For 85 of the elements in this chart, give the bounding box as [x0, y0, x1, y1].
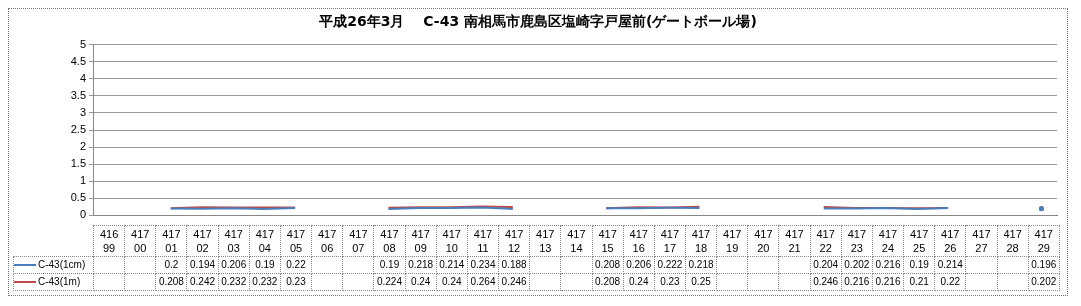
chart-title: 平成26年3月 C-43 南相馬市鹿島区塩崎字戸屋前(ゲートボール場) [318, 13, 758, 31]
data-label: 0.206 [623, 256, 655, 274]
data-label: 0.21 [903, 273, 935, 291]
x-tick-label: 41699 [93, 225, 125, 257]
data-label: 0.232 [218, 273, 250, 291]
x-tick-label: 41729 [1028, 225, 1060, 257]
x-tick-label: 41721 [778, 225, 811, 257]
data-label: 0.232 [249, 273, 281, 291]
data-label: 0.208 [155, 273, 187, 291]
legend-label: C-43(1cm) [13, 256, 94, 274]
y-tick-label: 4 [79, 71, 86, 84]
y-tick-label: 1.5 [70, 157, 86, 170]
x-tick-label: 41727 [965, 225, 998, 257]
x-tick-label: 41720 [747, 225, 779, 257]
data-label: 0.19 [373, 256, 406, 274]
x-tick-label: 41726 [934, 225, 966, 257]
x-tick-label: 41712 [498, 225, 530, 257]
data-label: 0.246 [498, 273, 530, 291]
data-label: 0.24 [405, 273, 437, 291]
data-label: 0.208 [592, 273, 624, 291]
x-tick-label: 41708 [373, 225, 406, 257]
data-label: 0.214 [934, 256, 966, 274]
data-label: 0.202 [1028, 273, 1060, 291]
data-label: 0.24 [623, 273, 655, 291]
x-tick-label: 41723 [841, 225, 873, 257]
x-tick-label: 41700 [124, 225, 156, 257]
data-label: 0.216 [841, 273, 873, 291]
x-tick-label: 41707 [342, 225, 374, 257]
data-label: 0.218 [685, 256, 717, 274]
data-label: 0.234 [467, 256, 499, 274]
data-label: 0.23 [280, 273, 312, 291]
x-tick-label: 41724 [872, 225, 904, 257]
x-tick-label: 41717 [654, 225, 686, 257]
y-tick-label: 4.5 [70, 54, 86, 67]
x-tick-label: 41702 [186, 225, 219, 257]
x-tick-label: 41703 [218, 225, 250, 257]
legend-label: C-43(1m) [13, 273, 94, 291]
y-tick-label: 0.5 [70, 191, 86, 204]
x-tick-label: 41722 [810, 225, 842, 257]
x-tick-label: 41718 [685, 225, 717, 257]
data-label: 0.242 [186, 273, 219, 291]
data-label: 0.206 [218, 256, 250, 274]
x-tick-label: 41710 [436, 225, 468, 257]
x-tick-label: 41716 [623, 225, 655, 257]
data-label: 0.202 [841, 256, 873, 274]
data-label: 0.2 [155, 256, 187, 274]
x-tick-label: 41715 [592, 225, 624, 257]
x-tick-label: 41704 [249, 225, 281, 257]
data-label: 0.216 [872, 256, 904, 274]
x-tick-label: 41706 [311, 225, 343, 257]
data-label: 0.23 [654, 273, 686, 291]
data-label: 0.25 [685, 273, 717, 291]
x-tick-label: 41713 [529, 225, 561, 257]
data-label: 0.222 [654, 256, 686, 274]
data-label: 0.24 [436, 273, 468, 291]
data-label: 0.264 [467, 273, 499, 291]
x-tick-label: 41725 [903, 225, 935, 257]
data-label: 0.22 [280, 256, 312, 274]
y-tick-label: 3.5 [70, 88, 86, 101]
data-label: 0.188 [498, 256, 530, 274]
data-label: 0.19 [903, 256, 935, 274]
x-tick-label: 41711 [467, 225, 499, 257]
data-label: 0.246 [810, 273, 842, 291]
x-tick-label: 41705 [280, 225, 312, 257]
y-tick-label: 0 [79, 208, 86, 221]
y-tick-label: 1 [79, 174, 86, 187]
data-label: 0.196 [1028, 256, 1060, 274]
data-label: 0.208 [592, 256, 624, 274]
data-label: 0.204 [810, 256, 842, 274]
y-tick-label: 3 [79, 105, 86, 118]
y-tick-label: 5 [79, 37, 86, 50]
y-tick-label: 2 [79, 140, 86, 153]
data-label: 0.224 [373, 273, 406, 291]
data-label: 0.216 [872, 273, 904, 291]
data-label: 0.19 [249, 256, 281, 274]
x-tick-label: 41709 [405, 225, 437, 257]
data-label: 0.214 [436, 256, 468, 274]
data-label: 0.194 [186, 256, 219, 274]
y-tick-label: 2.5 [70, 123, 86, 136]
x-tick-label: 41714 [560, 225, 592, 257]
x-tick-label: 41719 [716, 225, 748, 257]
data-label: 0.22 [934, 273, 966, 291]
data-label: 0.218 [405, 256, 437, 274]
x-tick-label: 41701 [155, 225, 187, 257]
x-tick-label: 41728 [997, 225, 1029, 257]
